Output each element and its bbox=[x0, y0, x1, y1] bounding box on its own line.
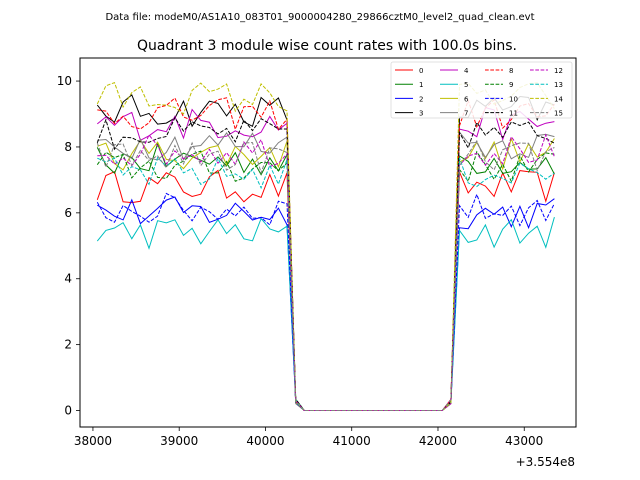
legend-label-1: 1 bbox=[419, 81, 423, 89]
series-line-0 bbox=[96, 169, 555, 411]
legend-label-15: 15 bbox=[554, 110, 563, 118]
series-line-5 bbox=[96, 216, 555, 411]
x-axis-ticks: 38000 39000 40000 41000 42000 43000 bbox=[74, 427, 543, 448]
y-axis-ticks: 0 2 4 6 8 10 bbox=[57, 74, 80, 418]
legend-label-2: 2 bbox=[419, 95, 423, 103]
series-line-12 bbox=[97, 133, 555, 411]
y-tick-label: 0 bbox=[64, 404, 72, 418]
series-line-9 bbox=[96, 150, 555, 411]
x-tick-label: 38000 bbox=[74, 434, 112, 448]
legend-label-14: 14 bbox=[554, 95, 563, 103]
chart-title: Quadrant 3 module wise count rates with … bbox=[137, 38, 517, 54]
legend-label-8: 8 bbox=[509, 67, 513, 75]
legend-label-7: 7 bbox=[464, 110, 468, 118]
series-line-15 bbox=[96, 139, 555, 411]
series-line-11 bbox=[96, 116, 555, 411]
y-tick-label: 6 bbox=[64, 206, 72, 220]
series-line-1 bbox=[96, 142, 555, 411]
x-tick-label: 40000 bbox=[246, 434, 284, 448]
y-tick-label: 2 bbox=[64, 338, 72, 352]
series-line-10 bbox=[96, 192, 555, 411]
x-tick-label: 43000 bbox=[505, 434, 543, 448]
legend-label-11: 11 bbox=[509, 110, 518, 118]
legend-label-10: 10 bbox=[509, 95, 518, 103]
legend-label-5: 5 bbox=[464, 81, 468, 89]
y-tick-label: 4 bbox=[64, 272, 72, 286]
legend-label-3: 3 bbox=[419, 110, 423, 118]
axes-frame bbox=[79, 57, 577, 428]
data-file-caption: Data file: modeM0/AS1A10_083T01_90000042… bbox=[105, 12, 534, 23]
x-axis-offset-label: +3.554e8 bbox=[516, 455, 575, 469]
x-tick-label: 41000 bbox=[333, 434, 371, 448]
series-line-8 bbox=[97, 97, 555, 411]
y-tick-label: 8 bbox=[64, 140, 72, 154]
legend-label-0: 0 bbox=[419, 67, 423, 75]
legend-label-12: 12 bbox=[554, 67, 563, 75]
legend-label-9: 9 bbox=[509, 81, 513, 89]
series-line-13 bbox=[97, 156, 555, 411]
x-tick-label: 39000 bbox=[160, 434, 198, 448]
legend-label-13: 13 bbox=[554, 81, 563, 89]
legend-label-6: 6 bbox=[464, 95, 469, 103]
legend-label-4: 4 bbox=[464, 67, 469, 75]
legend-box bbox=[390, 61, 573, 119]
series-line-3 bbox=[96, 94, 555, 411]
series-line-2 bbox=[97, 196, 555, 411]
y-tick-label: 10 bbox=[57, 74, 72, 88]
x-tick-label: 42000 bbox=[419, 434, 457, 448]
series-layer bbox=[96, 81, 555, 411]
